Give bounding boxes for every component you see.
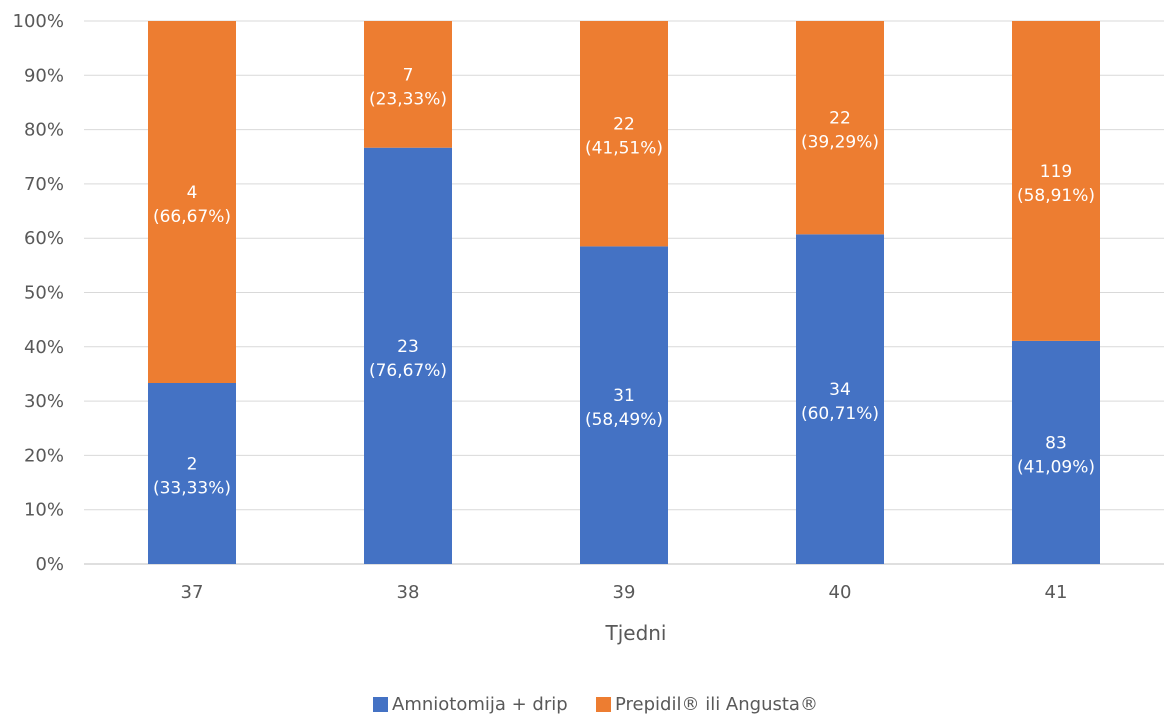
x-tick-label: 37 (181, 582, 204, 603)
legend: Amniotomija + drip Prepidil® ili Angusta® (373, 694, 818, 715)
bar-amniotomija-40 (796, 234, 884, 565)
data-label-count: 22 (613, 115, 635, 135)
data-label-count: 31 (613, 386, 635, 406)
y-tick-label: 60% (24, 228, 64, 249)
data-label-percent: (39,29%) (801, 133, 879, 153)
y-tick-label: 40% (24, 337, 64, 358)
bar-amniotomija-37 (148, 383, 236, 564)
y-tick-label: 0% (35, 554, 64, 575)
x-tick-label: 40 (829, 582, 852, 603)
x-tick-label: 41 (1045, 582, 1068, 603)
data-labels: 2 (33,33%) 4 (66,67%) 23 (76,67%) 7 (23,33%) 31 (… (153, 65, 1095, 498)
data-label-count: 2 (187, 455, 198, 475)
y-tick-label: 20% (24, 445, 64, 466)
bar-prepidil-37 (148, 21, 236, 383)
data-label-percent: (23,33%) (369, 89, 447, 109)
bar-prepidil-39 (580, 21, 668, 247)
bar-prepidil-41 (1012, 21, 1100, 341)
bar-amniotomija-38 (364, 147, 452, 564)
y-tick-label: 10% (24, 500, 64, 521)
bar-amniotomija-39 (580, 246, 668, 564)
y-axis-ticks: 0% 10% 20% 30% 40% 50% 60% 70% 80% 90% 100% (13, 11, 64, 575)
y-tick-label: 70% (24, 174, 64, 195)
data-label-percent: (41,51%) (585, 139, 663, 159)
bars (148, 21, 1100, 565)
data-label-count: 23 (397, 337, 419, 357)
legend-label: Amniotomija + drip (392, 694, 568, 715)
y-tick-label: 30% (24, 391, 64, 412)
data-label-percent: (76,67%) (369, 361, 447, 381)
data-label-percent: (60,71%) (801, 404, 879, 424)
data-label-count: 7 (403, 65, 414, 85)
data-label-count: 34 (829, 380, 851, 400)
legend-swatch (596, 697, 611, 712)
legend-swatch (373, 697, 388, 712)
y-tick-label: 80% (24, 120, 64, 141)
bar-prepidil-40 (796, 21, 884, 235)
x-tick-label: 39 (613, 582, 636, 603)
data-label-count: 4 (187, 183, 198, 203)
data-label-percent: (33,33%) (153, 479, 231, 499)
y-tick-label: 100% (13, 11, 64, 32)
data-label-percent: (58,91%) (1017, 186, 1095, 206)
data-label-count: 83 (1045, 433, 1067, 453)
x-tick-label: 38 (397, 582, 420, 603)
y-tick-label: 50% (24, 283, 64, 304)
data-label-percent: (58,49%) (585, 410, 663, 430)
bar-prepidil-38 (364, 21, 452, 148)
data-label-count: 22 (829, 109, 851, 129)
data-label-percent: (41,09%) (1017, 457, 1095, 477)
data-label-count: 119 (1040, 162, 1072, 182)
data-label-percent: (66,67%) (153, 207, 231, 227)
bar-amniotomija-41 (1012, 340, 1100, 564)
y-tick-label: 90% (24, 65, 64, 86)
legend-label: Prepidil® ili Angusta® (615, 694, 818, 715)
x-axis-title: Tjedni (604, 621, 666, 645)
x-axis-ticks: 37 38 39 40 41 (181, 582, 1068, 603)
